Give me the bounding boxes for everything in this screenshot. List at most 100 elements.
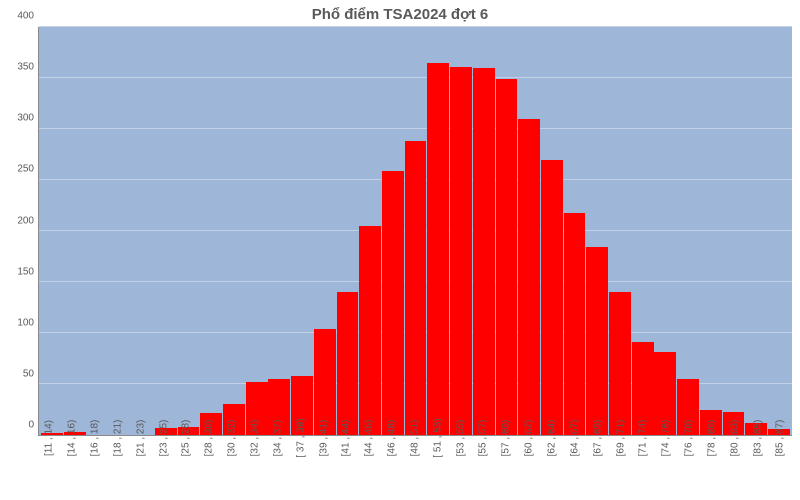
x-tick: [25 , 28) [175, 436, 198, 492]
x-tick-label: [34 , 37) [272, 420, 283, 457]
bar [609, 292, 631, 435]
bar [450, 67, 472, 435]
bar-slot [382, 27, 405, 435]
bar-slot [495, 27, 518, 435]
bar-slot [631, 27, 654, 435]
bar-slot [768, 27, 791, 435]
x-tick: [78 , 80) [700, 436, 723, 492]
x-tick-label: [41 , 44) [341, 420, 352, 457]
x-tick: [18 , 21) [107, 436, 130, 492]
bar-slot [472, 27, 495, 435]
y-tick-label: 200 [17, 215, 34, 226]
x-axis: [11 , 14)[14 , 16)[16 , 18)[18 , 21)[21 … [38, 436, 792, 492]
x-tick-label: [80 , 83) [729, 420, 740, 457]
x-tick-label: [ 37 , 39) [295, 418, 306, 457]
bar-slot [404, 27, 427, 435]
bar-slot [313, 27, 336, 435]
bar-slot [109, 27, 132, 435]
bars-layer [39, 27, 792, 435]
x-tick: [ 51 , 53) [426, 436, 449, 492]
x-tick: [28 , 30) [198, 436, 221, 492]
x-tick: [41 , 44) [335, 436, 358, 492]
x-tick-label: [46 , 48) [387, 420, 398, 457]
y-tick-label: 150 [17, 266, 34, 277]
bar-slot [699, 27, 722, 435]
bar-slot [654, 27, 677, 435]
x-tick-label: [30 , 32) [227, 420, 238, 457]
x-axis-row: [11 , 14)[14 , 16)[16 , 18)[18 , 21)[21 … [8, 436, 792, 492]
bar-slot [268, 27, 291, 435]
x-tick: [39 , 41) [312, 436, 335, 492]
y-tick-label: 250 [17, 164, 34, 175]
bar-slot [745, 27, 768, 435]
bar-slot [450, 27, 473, 435]
chart-title: Phổ điểm TSA2024 đợt 6 [8, 6, 792, 23]
x-tick-label: [71 , 74) [638, 420, 649, 457]
x-tick-label: [39 , 41) [318, 420, 329, 457]
x-axis-spacer [8, 436, 38, 492]
bar-slot [563, 27, 586, 435]
bar-slot [64, 27, 87, 435]
bar-slot [586, 27, 609, 435]
bar [564, 213, 586, 435]
y-tick-label: 400 [17, 11, 34, 22]
y-tick-label: 300 [17, 113, 34, 124]
x-tick: [76 , 78) [678, 436, 701, 492]
x-tick: [11 , 14) [38, 436, 61, 492]
x-tick-label: [64 , 67) [569, 420, 580, 457]
bar-slot [336, 27, 359, 435]
y-tick-label: 0 [28, 420, 34, 431]
bar-slot [223, 27, 246, 435]
x-tick: [30 , 32) [221, 436, 244, 492]
bar [405, 141, 427, 435]
bar [473, 68, 495, 435]
bar-slot [86, 27, 109, 435]
x-tick: [71 , 74) [632, 436, 655, 492]
x-tick: [16 , 18) [84, 436, 107, 492]
x-tick: [34 , 37) [266, 436, 289, 492]
x-tick-label: [21 , 23) [135, 420, 146, 457]
x-tick-label: [28 , 30) [204, 420, 215, 457]
x-tick-label: [78 , 80) [706, 420, 717, 457]
x-tick-label: [62 , 64) [546, 420, 557, 457]
x-tick: [14 , 16) [61, 436, 84, 492]
x-tick: [60 , 62) [518, 436, 541, 492]
x-tick: [32 , 34) [244, 436, 267, 492]
plot-area [38, 27, 792, 436]
x-tick: [74 , 76) [655, 436, 678, 492]
x-tick: [83 , 85) [746, 436, 769, 492]
bar [337, 292, 359, 435]
x-tick: [44 , 46) [358, 436, 381, 492]
bar [496, 79, 518, 435]
bar [586, 247, 608, 435]
bar-slot [155, 27, 178, 435]
x-tick-label: [14 , 16) [67, 420, 78, 457]
x-tick: [62 , 64) [541, 436, 564, 492]
x-tick: [53 , 55) [449, 436, 472, 492]
bar-slot [677, 27, 700, 435]
bar-slot [609, 27, 632, 435]
bar [541, 160, 563, 435]
x-tick-label: [69 , 71) [615, 420, 626, 457]
bar-slot [359, 27, 382, 435]
x-tick-label: [83 , 85) [752, 420, 763, 457]
x-tick: [67 , 69) [586, 436, 609, 492]
bar-slot [540, 27, 563, 435]
x-tick: [80 , 83) [723, 436, 746, 492]
x-tick-label: [85 , 87) [775, 420, 786, 457]
bar-slot [200, 27, 223, 435]
x-tick-label: [44 , 46) [364, 420, 375, 457]
y-axis: 050100150200250300350400 [8, 27, 38, 436]
x-tick-label: [60 , 62) [524, 420, 535, 457]
x-tick-label: [11 , 14) [44, 420, 55, 456]
x-tick-label: [53 , 55) [455, 420, 466, 457]
x-tick-label: [67 , 69) [592, 420, 603, 457]
x-tick: [85 , 87) [769, 436, 792, 492]
x-tick-label: [32 , 34) [250, 420, 261, 457]
bar-slot [722, 27, 745, 435]
x-tick-label: [16 , 18) [90, 420, 101, 457]
bar-slot [245, 27, 268, 435]
x-tick: [57 , 60) [495, 436, 518, 492]
bar-slot [177, 27, 200, 435]
x-tick-label: [57 , 60) [501, 420, 512, 457]
